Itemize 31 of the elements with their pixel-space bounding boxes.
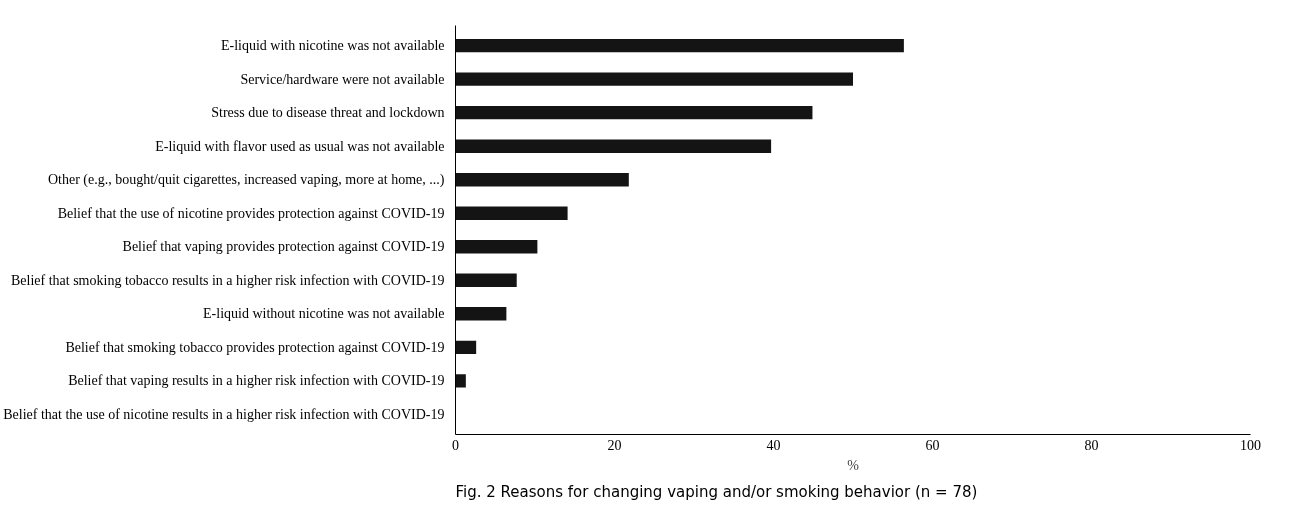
y-tick-label: Stress due to disease threat and lockdown — [211, 105, 445, 121]
y-tick-label: Belief that smoking tobacco results in a higher risk infection with COVID-19 — [10, 272, 445, 288]
y-tick-label: Other (e.g., bought/quit cigarettes, increased vaping, more at home, ...) — [47, 172, 445, 189]
bar — [455, 38, 904, 53]
x-tick-label: 40 — [766, 437, 781, 453]
bar — [455, 105, 813, 120]
y-tick-label: Belief that the use of nicotine results in a higher risk infection with COVID-19 — [3, 406, 445, 422]
bar — [455, 307, 507, 321]
bar — [455, 139, 772, 153]
bar — [455, 173, 629, 187]
x-tick-label: 100 — [1240, 437, 1261, 453]
bar — [455, 206, 568, 220]
caption: Fig. 2 Reasons for changing vaping and/or smoking behavior (n = 78) — [455, 482, 978, 501]
y-tick-label: Belief that the use of nicotine provides protection against COVID-19 — [57, 205, 445, 221]
x-tick-label: 80 — [1084, 437, 1099, 453]
y-tick-label: E-liquid with flavor used as usual was not available — [155, 138, 445, 154]
y-tick-label: E-liquid with nicotine was not available — [220, 38, 445, 54]
bar — [455, 273, 517, 287]
x-tick-label: 60 — [925, 437, 940, 453]
y-tick-label: Belief that vaping results in a higher risk infection with COVID-19 — [68, 373, 445, 389]
x-tick-label: 0 — [452, 437, 459, 453]
x-axis-title: % — [847, 457, 860, 473]
bar — [455, 374, 466, 388]
y-tick-label: E-liquid without nicotine was not available — [203, 306, 445, 322]
y-tick-label: Service/hardware were not available — [240, 71, 445, 87]
bar — [455, 340, 477, 355]
y-tick-label: Belief that smoking tobacco provides protection against COVID-19 — [65, 339, 445, 355]
bar — [455, 240, 538, 254]
bar — [455, 72, 853, 86]
y-tick-label: Belief that vaping provides protection against COVID-19 — [122, 239, 445, 255]
x-tick-label: 20 — [607, 437, 622, 453]
